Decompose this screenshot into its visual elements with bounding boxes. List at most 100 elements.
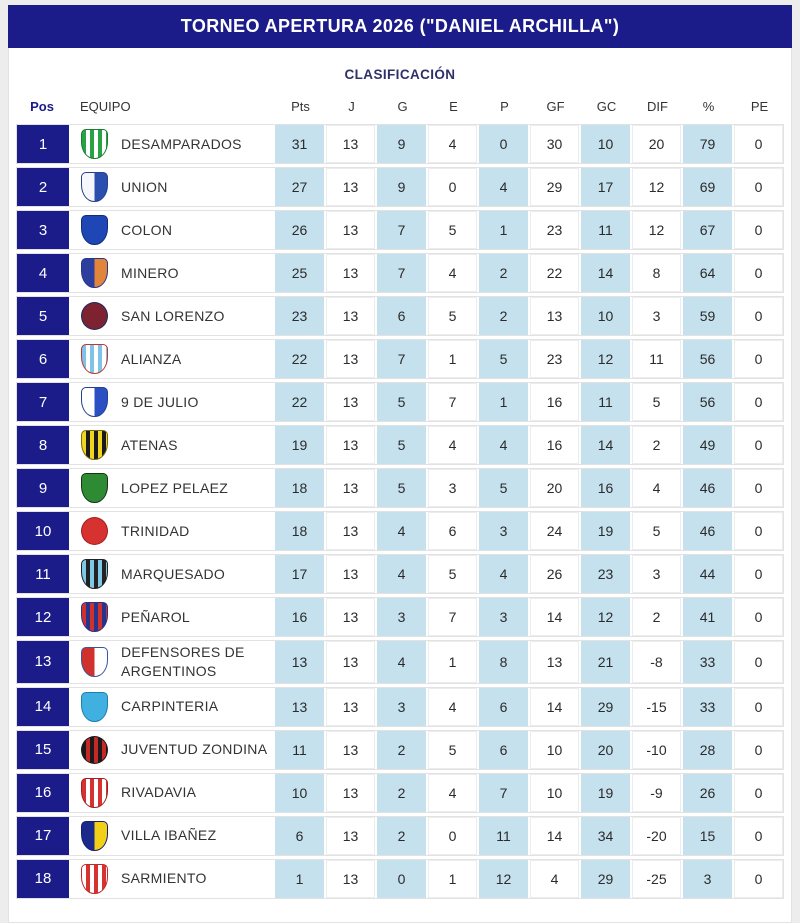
stat-gf: 13 (530, 297, 579, 335)
stat-g: 9 (377, 168, 426, 206)
table-row: 10 TRINIDAD 18 13 4 6 3 24 19 5 46 0 (16, 511, 784, 551)
stat-e: 4 (428, 426, 477, 464)
stat-g: 4 (377, 512, 426, 550)
stat-dif: 3 (632, 555, 681, 593)
stat-p: 6 (479, 687, 528, 726)
team-cell: SAN LORENZO (71, 297, 273, 335)
stat-j: 13 (326, 168, 375, 206)
stat-gc: 29 (581, 687, 630, 726)
table-row: 13 DEFENSORES DE ARGENTINOS 13 13 4 1 8 13 21 -8 3… (16, 640, 784, 684)
team-cell: JUVENTUD ZONDINA (71, 731, 273, 769)
stat-%: 64 (683, 254, 732, 292)
position-cell: 1 (17, 125, 69, 163)
stat-gf: 26 (530, 555, 579, 593)
stat-dif: -8 (632, 641, 681, 683)
stat-%: 56 (683, 383, 732, 421)
table-row: 1 DESAMPARADOS 31 13 9 4 0 30 10 20 79 0 (16, 124, 784, 164)
position-cell: 11 (17, 555, 69, 593)
column-header-p: P (500, 98, 509, 114)
team-name: MARQUESADO (121, 565, 226, 582)
column-header-dif: DIF (647, 98, 668, 114)
stat-pts: 31 (275, 125, 324, 163)
stat-gf: 22 (530, 254, 579, 292)
stat-j: 13 (326, 687, 375, 726)
stat-gc: 12 (581, 340, 630, 378)
stat-%: 41 (683, 598, 732, 636)
stat-e: 0 (428, 816, 477, 855)
stat-e: 1 (428, 340, 477, 378)
stat-dif: -15 (632, 687, 681, 726)
stat-gc: 16 (581, 469, 630, 507)
team-badge-icon (81, 302, 108, 330)
stat-j: 13 (326, 816, 375, 855)
stat-gc: 11 (581, 211, 630, 249)
team-name: MINERO (121, 264, 179, 281)
table-row: 12 PEÑAROL 16 13 3 7 3 14 12 2 41 0 (16, 597, 784, 637)
stat-p: 4 (479, 168, 528, 206)
stat-%: 46 (683, 512, 732, 550)
stat-j: 13 (326, 297, 375, 335)
stat-%: 15 (683, 816, 732, 855)
stat-j: 13 (326, 426, 375, 464)
stat-gf: 16 (530, 426, 579, 464)
table-row: 16 RIVADAVIA 10 13 2 4 7 10 19 -9 26 0 (16, 772, 784, 813)
position-cell: 16 (17, 773, 69, 812)
position-cell: 14 (17, 687, 69, 726)
stat-dif: -25 (632, 859, 681, 898)
team-name: RIVADAVIA (121, 784, 197, 801)
team-badge-icon (81, 602, 108, 632)
team-name: PEÑAROL (121, 608, 191, 625)
table-row: 3 COLON 26 13 7 5 1 23 11 12 67 0 (16, 210, 784, 250)
standings-card: CLASIFICACIÓN Pos EQUIPO Pts J G E P GF GC DIF% PE… (8, 48, 792, 923)
stat-e: 5 (428, 211, 477, 249)
stat-pe: 0 (734, 730, 783, 769)
stat-dif: 2 (632, 426, 681, 464)
team-name: TRINIDAD (121, 522, 190, 539)
stat-p: 6 (479, 730, 528, 769)
stat-g: 2 (377, 773, 426, 812)
position-cell: 3 (17, 211, 69, 249)
position-cell: 15 (17, 730, 69, 769)
stat-pts: 18 (275, 469, 324, 507)
stat-pe: 0 (734, 426, 783, 464)
team-badge-icon (81, 691, 108, 722)
stat-pe: 0 (734, 340, 783, 378)
team-cell: UNION (71, 168, 273, 206)
stat-gf: 16 (530, 383, 579, 421)
section-subtitle: CLASIFICACIÓN (344, 67, 456, 82)
position-cell: 4 (17, 254, 69, 292)
team-name: JUVENTUD ZONDINA (121, 741, 268, 758)
stat-p: 2 (479, 254, 528, 292)
stat-dif: 20 (632, 125, 681, 163)
team-cell: MARQUESADO (71, 555, 273, 593)
stat-gc: 10 (581, 297, 630, 335)
stat-e: 4 (428, 773, 477, 812)
stat-j: 13 (326, 254, 375, 292)
stat-pe: 0 (734, 773, 783, 812)
position-cell: 17 (17, 816, 69, 855)
table-row: 6 ALIANZA 22 13 7 1 5 23 12 11 56 0 (16, 339, 784, 379)
stat-e: 1 (428, 641, 477, 683)
stat-j: 13 (326, 211, 375, 249)
team-name: SAN LORENZO (121, 307, 225, 324)
stat-g: 3 (377, 687, 426, 726)
position-cell: 18 (17, 859, 69, 898)
column-header-e: E (449, 98, 458, 114)
table-row: 9 LOPEZ PELAEZ 18 13 5 3 5 20 16 4 46 0 (16, 468, 784, 508)
stat-%: 28 (683, 730, 732, 769)
table-row: 15 JUVENTUD ZONDINA 11 13 2 5 6 10 20 -10 28 0 (16, 729, 784, 770)
stat-dif: 8 (632, 254, 681, 292)
stat-pe: 0 (734, 469, 783, 507)
stat-j: 13 (326, 598, 375, 636)
team-badge-icon (81, 387, 108, 417)
stat-p: 0 (479, 125, 528, 163)
stat-e: 5 (428, 730, 477, 769)
stat-p: 3 (479, 598, 528, 636)
stat-pts: 27 (275, 168, 324, 206)
team-badge-icon (81, 646, 108, 677)
stat-g: 6 (377, 297, 426, 335)
page-title: TORNEO APERTURA 2026 ("DANIEL ARCHILLA") (180, 16, 620, 36)
stat-pe: 0 (734, 816, 783, 855)
team-name: LOPEZ PELAEZ (121, 479, 229, 496)
stat-%: 3 (683, 859, 732, 898)
